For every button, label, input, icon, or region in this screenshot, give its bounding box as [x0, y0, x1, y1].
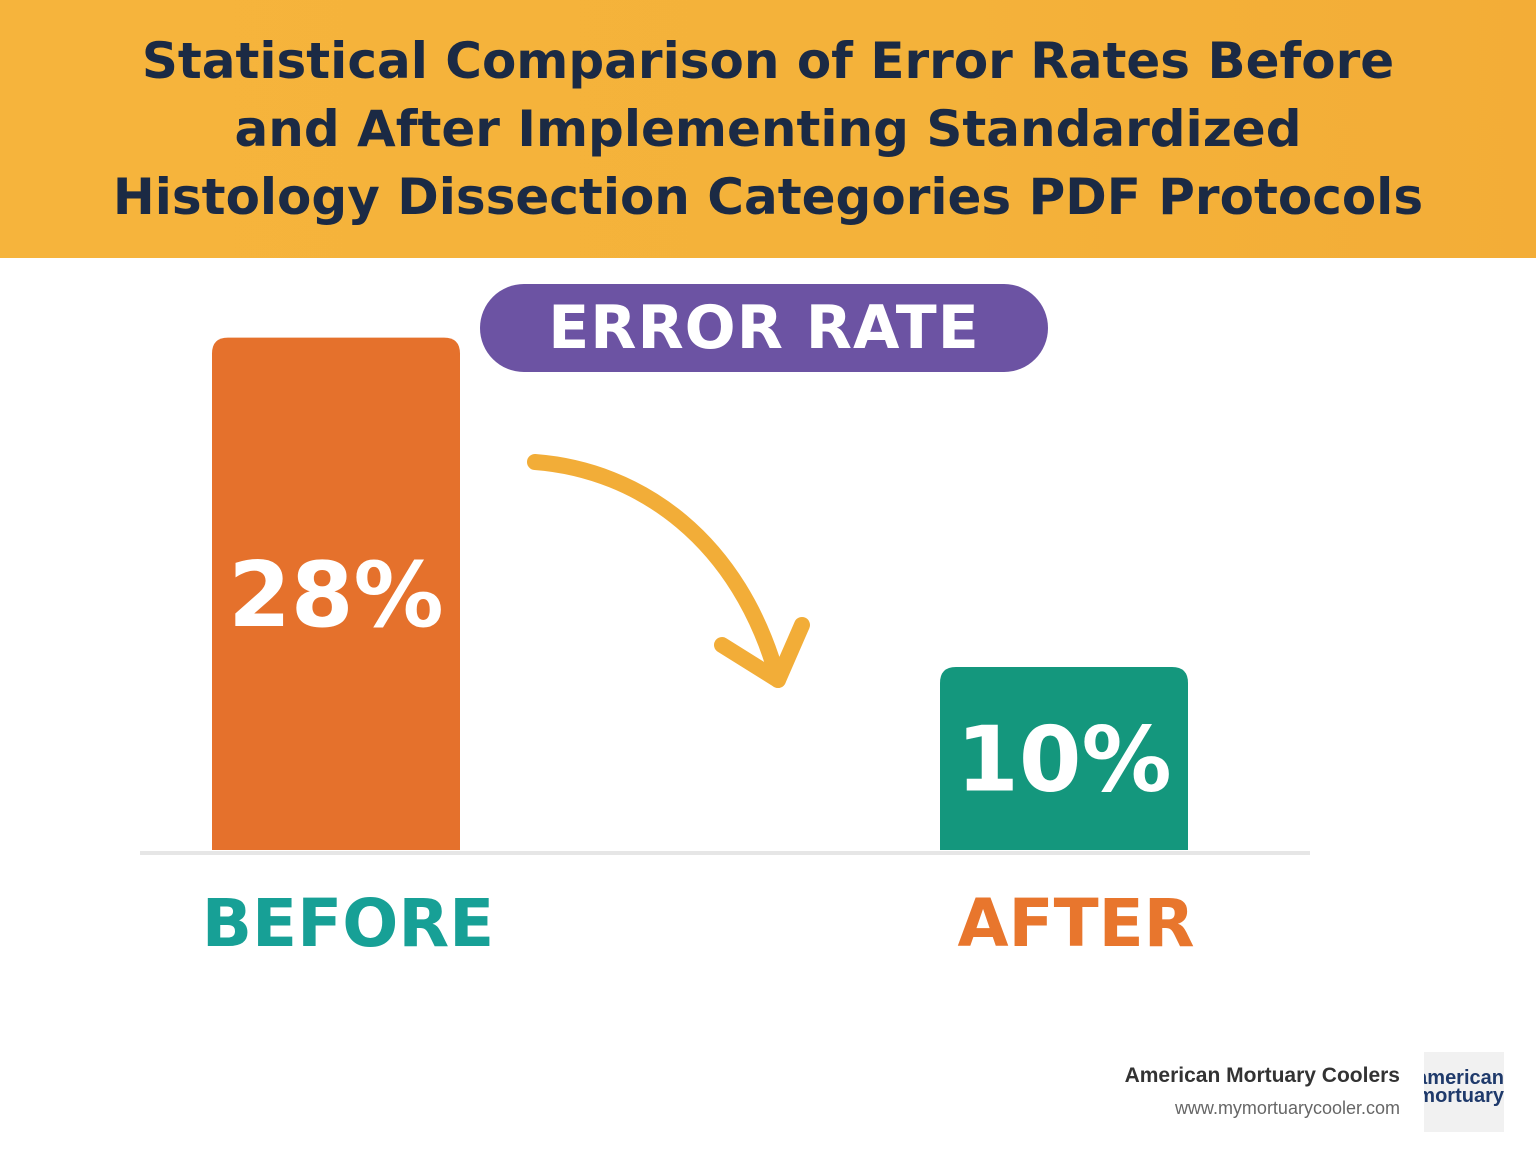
bar	[940, 667, 1188, 850]
value-label: 28%	[228, 543, 443, 648]
brand: American Mortuary Coolers www.mymortuary…	[1125, 1064, 1400, 1119]
brand-url: www.mymortuarycooler.com	[1174, 1098, 1400, 1118]
x-tick-label: BEFORE	[202, 885, 495, 962]
bar	[212, 337, 460, 851]
logo: american mortuary	[1424, 1052, 1504, 1132]
chart-subtitle: ERROR RATE	[480, 284, 1048, 372]
value-label: 10%	[956, 708, 1171, 813]
logo-text: american	[1424, 1067, 1504, 1089]
header: Statistical Comparison of Error Rates Be…	[0, 0, 1536, 258]
arrow	[527, 454, 786, 688]
arrow-head	[714, 617, 810, 688]
x-tick-label: AFTER	[957, 885, 1194, 962]
chart-title: Statistical Comparison of Error Rates Be…	[112, 32, 1424, 226]
brand-name: American Mortuary Coolers	[1124, 1064, 1400, 1087]
logo-text: mortuary	[1424, 1085, 1504, 1107]
